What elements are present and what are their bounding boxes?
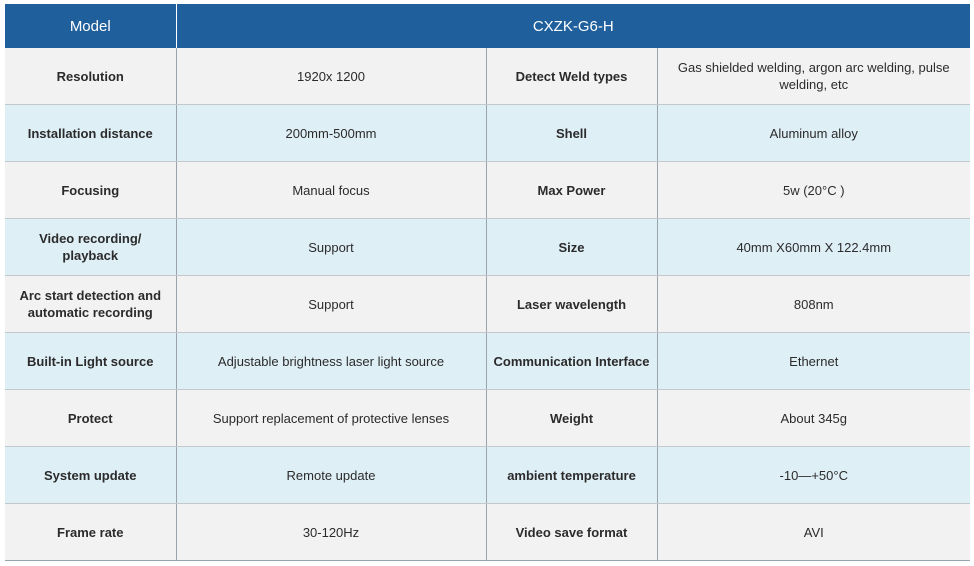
spec-label: Arc start detection and automatic record…	[5, 275, 177, 333]
spec-value: Manual focus	[176, 161, 487, 219]
spec-value: Support	[176, 275, 487, 333]
table-row: Installation distance 200mm-500mm Shell …	[5, 104, 971, 162]
spec-label: Resolution	[5, 48, 177, 105]
spec-label: System update	[5, 446, 177, 504]
spec-value: 808nm	[657, 275, 971, 333]
spec-value: -10—+50°C	[657, 446, 971, 504]
spec-value: 1920x 1200	[176, 48, 487, 105]
table-row: Arc start detection and automatic record…	[5, 275, 971, 333]
spec-value: Adjustable brightness laser light source	[176, 332, 487, 390]
spec-value: 30-120Hz	[176, 503, 487, 561]
spec-label: ambient temperature	[486, 446, 658, 504]
spec-value: Aluminum alloy	[657, 104, 971, 162]
spec-value: About 345g	[657, 389, 971, 447]
table-row: System update Remote update ambient temp…	[5, 446, 971, 504]
spec-value: Support	[176, 218, 487, 276]
model-label: Model	[5, 4, 177, 48]
table-row: Protect Support replacement of protectiv…	[5, 389, 971, 447]
table-row: Frame rate 30-120Hz Video save format AV…	[5, 503, 971, 561]
spec-value: AVI	[657, 503, 971, 561]
spec-value: 200mm-500mm	[176, 104, 487, 162]
spec-label: Video recording/ playback	[5, 218, 177, 276]
spec-table: Model CXZK-G6-H Resolution 1920x 1200 De…	[5, 4, 971, 561]
spec-value: Remote update	[176, 446, 487, 504]
spec-label: Shell	[486, 104, 658, 162]
spec-value: Gas shielded welding, argon arc welding,…	[657, 48, 971, 105]
spec-value: 5w (20°C )	[657, 161, 971, 219]
spec-label: Frame rate	[5, 503, 177, 561]
spec-label: Detect Weld types	[486, 48, 658, 105]
table-row: Focusing Manual focus Max Power 5w (20°C…	[5, 161, 971, 219]
spec-value: Ethernet	[657, 332, 971, 390]
spec-value: 40mm X60mm X 122.4mm	[657, 218, 971, 276]
spec-label: Communication Interface	[486, 332, 658, 390]
spec-label: Installation distance	[5, 104, 177, 162]
table-row: Resolution 1920x 1200 Detect Weld types …	[5, 48, 971, 105]
spec-label: Video save format	[486, 503, 658, 561]
spec-value: Support replacement of protective lenses	[176, 389, 487, 447]
spec-label: Protect	[5, 389, 177, 447]
table-row: Built-in Light source Adjustable brightn…	[5, 332, 971, 390]
spec-label: Size	[486, 218, 658, 276]
spec-label: Built-in Light source	[5, 332, 177, 390]
header-row: Model CXZK-G6-H	[5, 4, 971, 48]
spec-label: Focusing	[5, 161, 177, 219]
model-value: CXZK-G6-H	[176, 4, 971, 48]
table-row: Video recording/ playback Support Size 4…	[5, 218, 971, 276]
spec-label: Laser wavelength	[486, 275, 658, 333]
spec-label: Max Power	[486, 161, 658, 219]
spec-label: Weight	[486, 389, 658, 447]
